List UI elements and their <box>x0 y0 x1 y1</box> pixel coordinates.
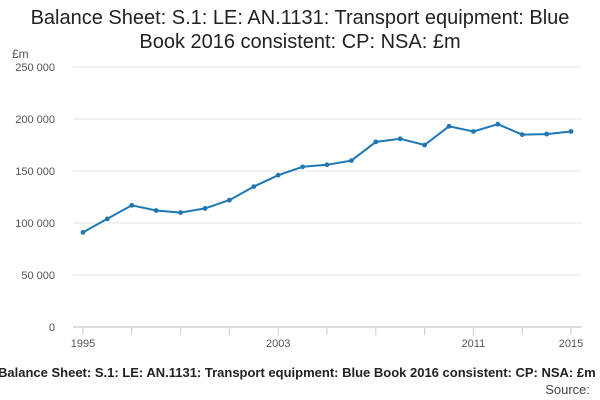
data-point[interactable] <box>324 162 330 168</box>
x-tick-label: 2003 <box>266 338 290 350</box>
y-tick-label: 100 000 <box>15 218 55 230</box>
data-point[interactable] <box>544 131 549 137</box>
grid-lines <box>73 66 582 276</box>
y-tick-label: 50 000 <box>21 270 55 282</box>
data-point[interactable] <box>251 184 257 190</box>
chart-title-line-2: Book 2016 consistent: CP: NSA: £m <box>139 31 461 53</box>
data-point[interactable] <box>178 210 184 216</box>
data-point[interactable] <box>519 132 525 138</box>
data-point[interactable] <box>349 158 354 164</box>
x-tick-label: 1995 <box>71 338 95 350</box>
data-point[interactable] <box>275 172 281 178</box>
data-point[interactable] <box>80 229 86 235</box>
data-point[interactable] <box>568 129 574 134</box>
x-tick-label: 2015 <box>559 338 583 350</box>
data-point[interactable] <box>153 208 159 213</box>
data-point[interactable] <box>129 202 135 208</box>
data-point[interactable] <box>105 216 110 222</box>
chart-title-line-1: Balance Sheet: S.1: LE: AN.1131: Transpo… <box>30 7 570 29</box>
y-tick-label: 200 000 <box>15 114 55 126</box>
y-tick-label: 250 000 <box>15 62 55 74</box>
footer-caption: Balance Sheet: S.1: LE: AN.1131: Transpo… <box>0 365 596 380</box>
footer-source: Source: <box>545 382 590 397</box>
chart-title: Balance Sheet: S.1: LE: AN.1131: Transpo… <box>0 6 600 54</box>
data-point[interactable] <box>373 139 379 145</box>
y-axis-label: £m <box>12 47 29 61</box>
data-point[interactable] <box>397 136 403 142</box>
data-point[interactable] <box>422 142 427 148</box>
data-point[interactable] <box>495 121 501 127</box>
series-line <box>82 123 572 234</box>
y-axis: 0 50 000 100 000 150 000 200 000 250 000 <box>15 62 55 334</box>
x-tick-label: 2011 <box>462 338 486 350</box>
y-tick-label: 150 000 <box>15 166 55 178</box>
data-point[interactable] <box>446 123 452 129</box>
x-axis: 1995 2003 2011 2015 <box>71 326 583 350</box>
data-point[interactable] <box>300 164 305 170</box>
series-line-group <box>80 121 574 235</box>
data-point[interactable] <box>202 206 208 211</box>
data-point[interactable] <box>227 197 232 203</box>
data-point[interactable] <box>471 129 476 134</box>
y-tick-label: 0 <box>49 322 55 334</box>
